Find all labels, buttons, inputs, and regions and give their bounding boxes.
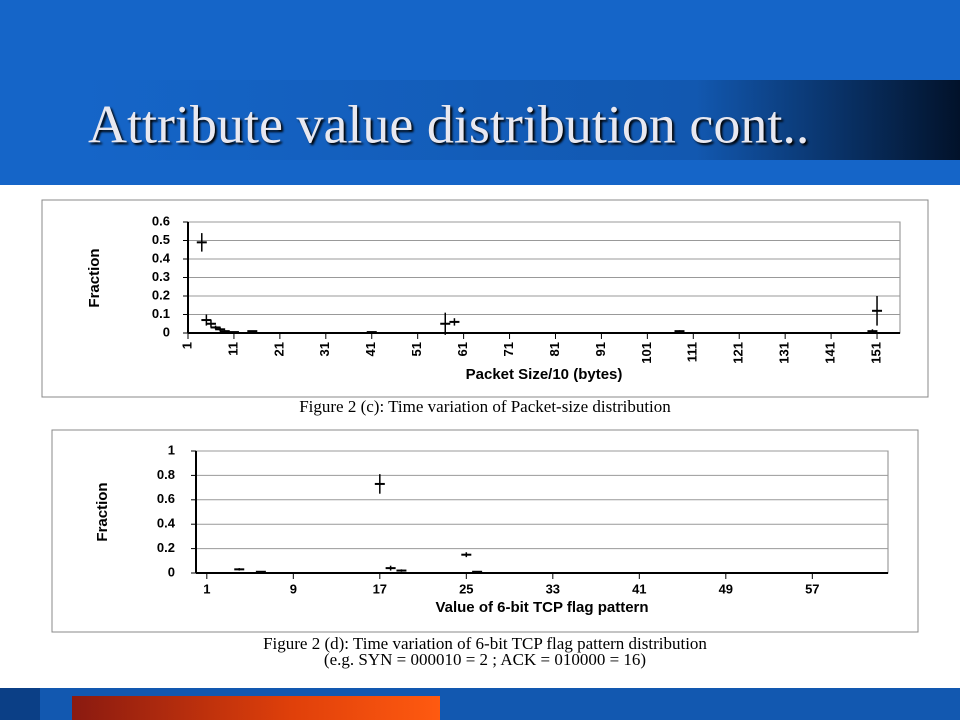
- x-tick-label: 17: [373, 581, 387, 596]
- y-axis-label: Fraction: [94, 482, 111, 541]
- y-tick-label: 1: [168, 442, 175, 457]
- y-tick-label: 0: [163, 324, 170, 339]
- y-tick-label: 0.4: [152, 250, 171, 265]
- y-tick-label: 0.1: [152, 306, 170, 321]
- y-tick-label: 0.3: [152, 269, 170, 284]
- x-tick-label: 61: [455, 342, 470, 356]
- x-tick-label: 33: [546, 581, 560, 596]
- y-tick-label: 0.6: [152, 213, 170, 228]
- x-tick-label: 21: [271, 342, 286, 356]
- x-tick-label: 11: [225, 342, 240, 356]
- y-axis-label: Fraction: [86, 248, 103, 307]
- footer-block: [0, 688, 40, 720]
- x-tick-label: 111: [685, 342, 700, 362]
- x-tick-label: 91: [593, 342, 608, 356]
- x-tick-label: 9: [290, 581, 297, 596]
- x-tick-label: 151: [868, 342, 883, 364]
- x-tick-label: 1: [203, 581, 210, 596]
- x-tick-label: 141: [823, 342, 838, 364]
- x-tick-label: 121: [731, 342, 746, 364]
- x-axis-label: Value of 6-bit TCP flag pattern: [435, 599, 648, 616]
- x-tick-label: 1: [179, 342, 194, 349]
- y-tick-label: 0.4: [157, 516, 176, 531]
- y-tick-label: 0.2: [157, 540, 175, 555]
- x-tick-label: 51: [409, 342, 424, 356]
- caption: Figure 2 (d): Time variation of 6-bit TC…: [263, 634, 707, 653]
- y-tick-label: 0.6: [157, 491, 175, 506]
- y-tick-label: 0.8: [157, 467, 175, 482]
- x-tick-label: 49: [719, 581, 733, 596]
- x-tick-label: 81: [547, 342, 562, 356]
- title-bar: [80, 80, 960, 160]
- y-tick-label: 0.5: [152, 232, 170, 247]
- x-tick-label: 71: [501, 342, 516, 356]
- caption: Figure 2 (c): Time variation of Packet-s…: [299, 397, 671, 416]
- footer-accent: [72, 696, 440, 720]
- x-tick-label: 25: [459, 581, 473, 596]
- plot-area: [195, 450, 889, 574]
- x-tick-label: 41: [632, 581, 646, 596]
- x-tick-label: 131: [777, 342, 792, 364]
- y-tick-label: 0.2: [152, 287, 170, 302]
- x-tick-label: 41: [363, 342, 378, 356]
- x-tick-label: 57: [805, 581, 819, 596]
- x-tick-label: 31: [317, 342, 332, 356]
- y-tick-label: 0: [168, 564, 175, 579]
- x-axis-label: Packet Size/10 (bytes): [466, 366, 623, 383]
- caption: (e.g. SYN = 000010 = 2 ; ACK = 010000 = …: [324, 650, 646, 669]
- slide-title: Attribute value distribution cont..: [88, 94, 809, 154]
- x-tick-label: 101: [639, 342, 654, 364]
